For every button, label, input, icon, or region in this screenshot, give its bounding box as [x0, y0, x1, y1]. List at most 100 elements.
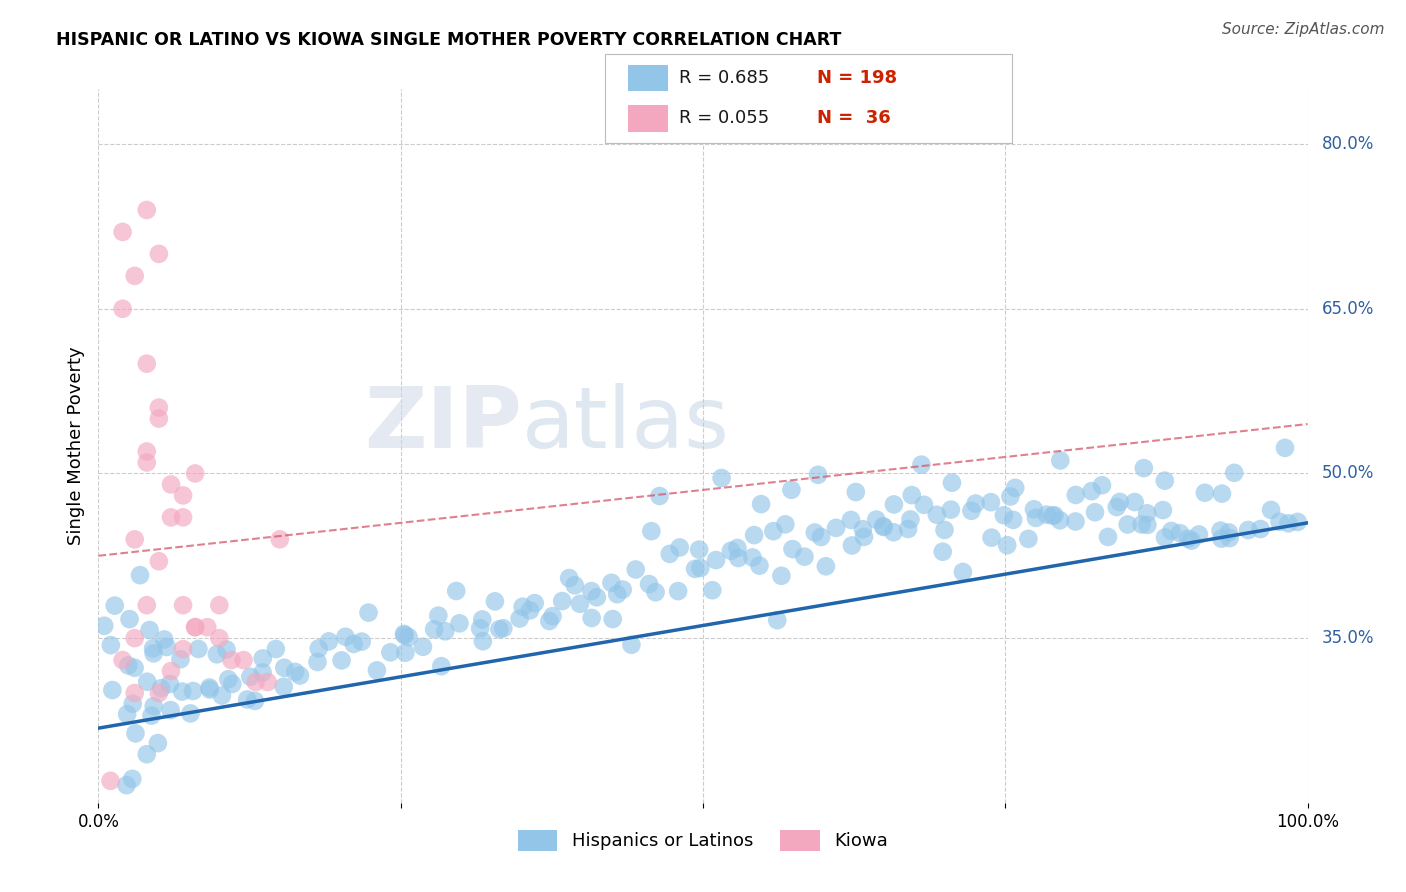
Point [118, 612, 141, 626]
Point [780, 483, 803, 497]
Point [138, 623, 160, 637]
Point [124, 686, 146, 700]
Point [1188, 527, 1211, 541]
Point [782, 542, 804, 557]
Point [1136, 518, 1159, 533]
Point [184, 467, 207, 481]
Point [148, 411, 170, 425]
Point [135, 598, 157, 612]
Point [284, 665, 307, 679]
Point [160, 664, 183, 678]
Point [980, 531, 1002, 545]
Point [980, 495, 1002, 509]
Point [941, 475, 963, 490]
Point [160, 510, 183, 524]
Point [1080, 484, 1102, 499]
Point [748, 558, 770, 573]
Point [793, 549, 815, 564]
Point [264, 642, 287, 657]
Point [509, 611, 531, 625]
Point [1084, 505, 1107, 519]
Point [564, 578, 586, 592]
Point [551, 594, 574, 608]
Point [156, 640, 179, 654]
Point [741, 550, 763, 565]
Point [872, 519, 894, 533]
Point [648, 489, 671, 503]
Point [612, 582, 634, 597]
Point [256, 675, 278, 690]
Point [1286, 515, 1309, 529]
Text: R = 0.055: R = 0.055 [679, 109, 769, 128]
Point [195, 620, 218, 634]
Point [184, 620, 207, 634]
Point [179, 706, 201, 721]
Point [640, 524, 662, 538]
Point [865, 512, 887, 526]
Point [398, 630, 420, 644]
Point [1218, 525, 1240, 540]
Point [541, 609, 564, 624]
Point [1219, 531, 1241, 545]
Point [236, 692, 259, 706]
Point [873, 520, 896, 534]
Point [638, 577, 661, 591]
Point [221, 653, 243, 667]
Point [814, 559, 837, 574]
Point [243, 694, 266, 708]
Point [762, 524, 785, 538]
Point [111, 225, 134, 239]
Point [770, 569, 793, 583]
Point [115, 707, 138, 722]
Point [184, 620, 207, 634]
Point [350, 634, 373, 648]
Point [600, 575, 623, 590]
Point [468, 621, 491, 635]
Point [135, 202, 157, 217]
Point [159, 677, 181, 691]
Point [187, 642, 209, 657]
Point [1160, 524, 1182, 538]
Text: ZIP: ZIP [364, 383, 522, 467]
Point [620, 638, 643, 652]
Point [142, 646, 165, 660]
Point [558, 571, 581, 585]
Point [1194, 485, 1216, 500]
Point [273, 661, 295, 675]
Point [172, 684, 194, 698]
Point [211, 689, 233, 703]
Point [111, 301, 134, 316]
Point [169, 652, 191, 666]
Point [1116, 517, 1139, 532]
Point [1211, 486, 1233, 500]
Point [1152, 503, 1174, 517]
Point [142, 641, 165, 656]
Point [172, 598, 194, 612]
Point [471, 612, 494, 626]
Point [825, 521, 848, 535]
Point [1168, 526, 1191, 541]
Point [1105, 500, 1128, 514]
Point [394, 646, 416, 660]
Point [845, 485, 868, 500]
Point [394, 628, 416, 642]
Point [343, 637, 366, 651]
Point [117, 658, 139, 673]
Point [307, 655, 329, 669]
Point [538, 614, 561, 628]
Point [1260, 503, 1282, 517]
Text: atlas: atlas [522, 383, 730, 467]
Point [668, 541, 690, 555]
Point [569, 597, 592, 611]
Y-axis label: Single Mother Poverty: Single Mother Poverty [66, 347, 84, 545]
Point [101, 683, 124, 698]
Point [93, 619, 115, 633]
Point [357, 606, 380, 620]
Point [775, 517, 797, 532]
Point [135, 444, 157, 458]
Point [995, 538, 1018, 552]
Point [135, 357, 157, 371]
Point [412, 640, 434, 654]
Point [215, 642, 238, 657]
Point [1209, 524, 1232, 538]
